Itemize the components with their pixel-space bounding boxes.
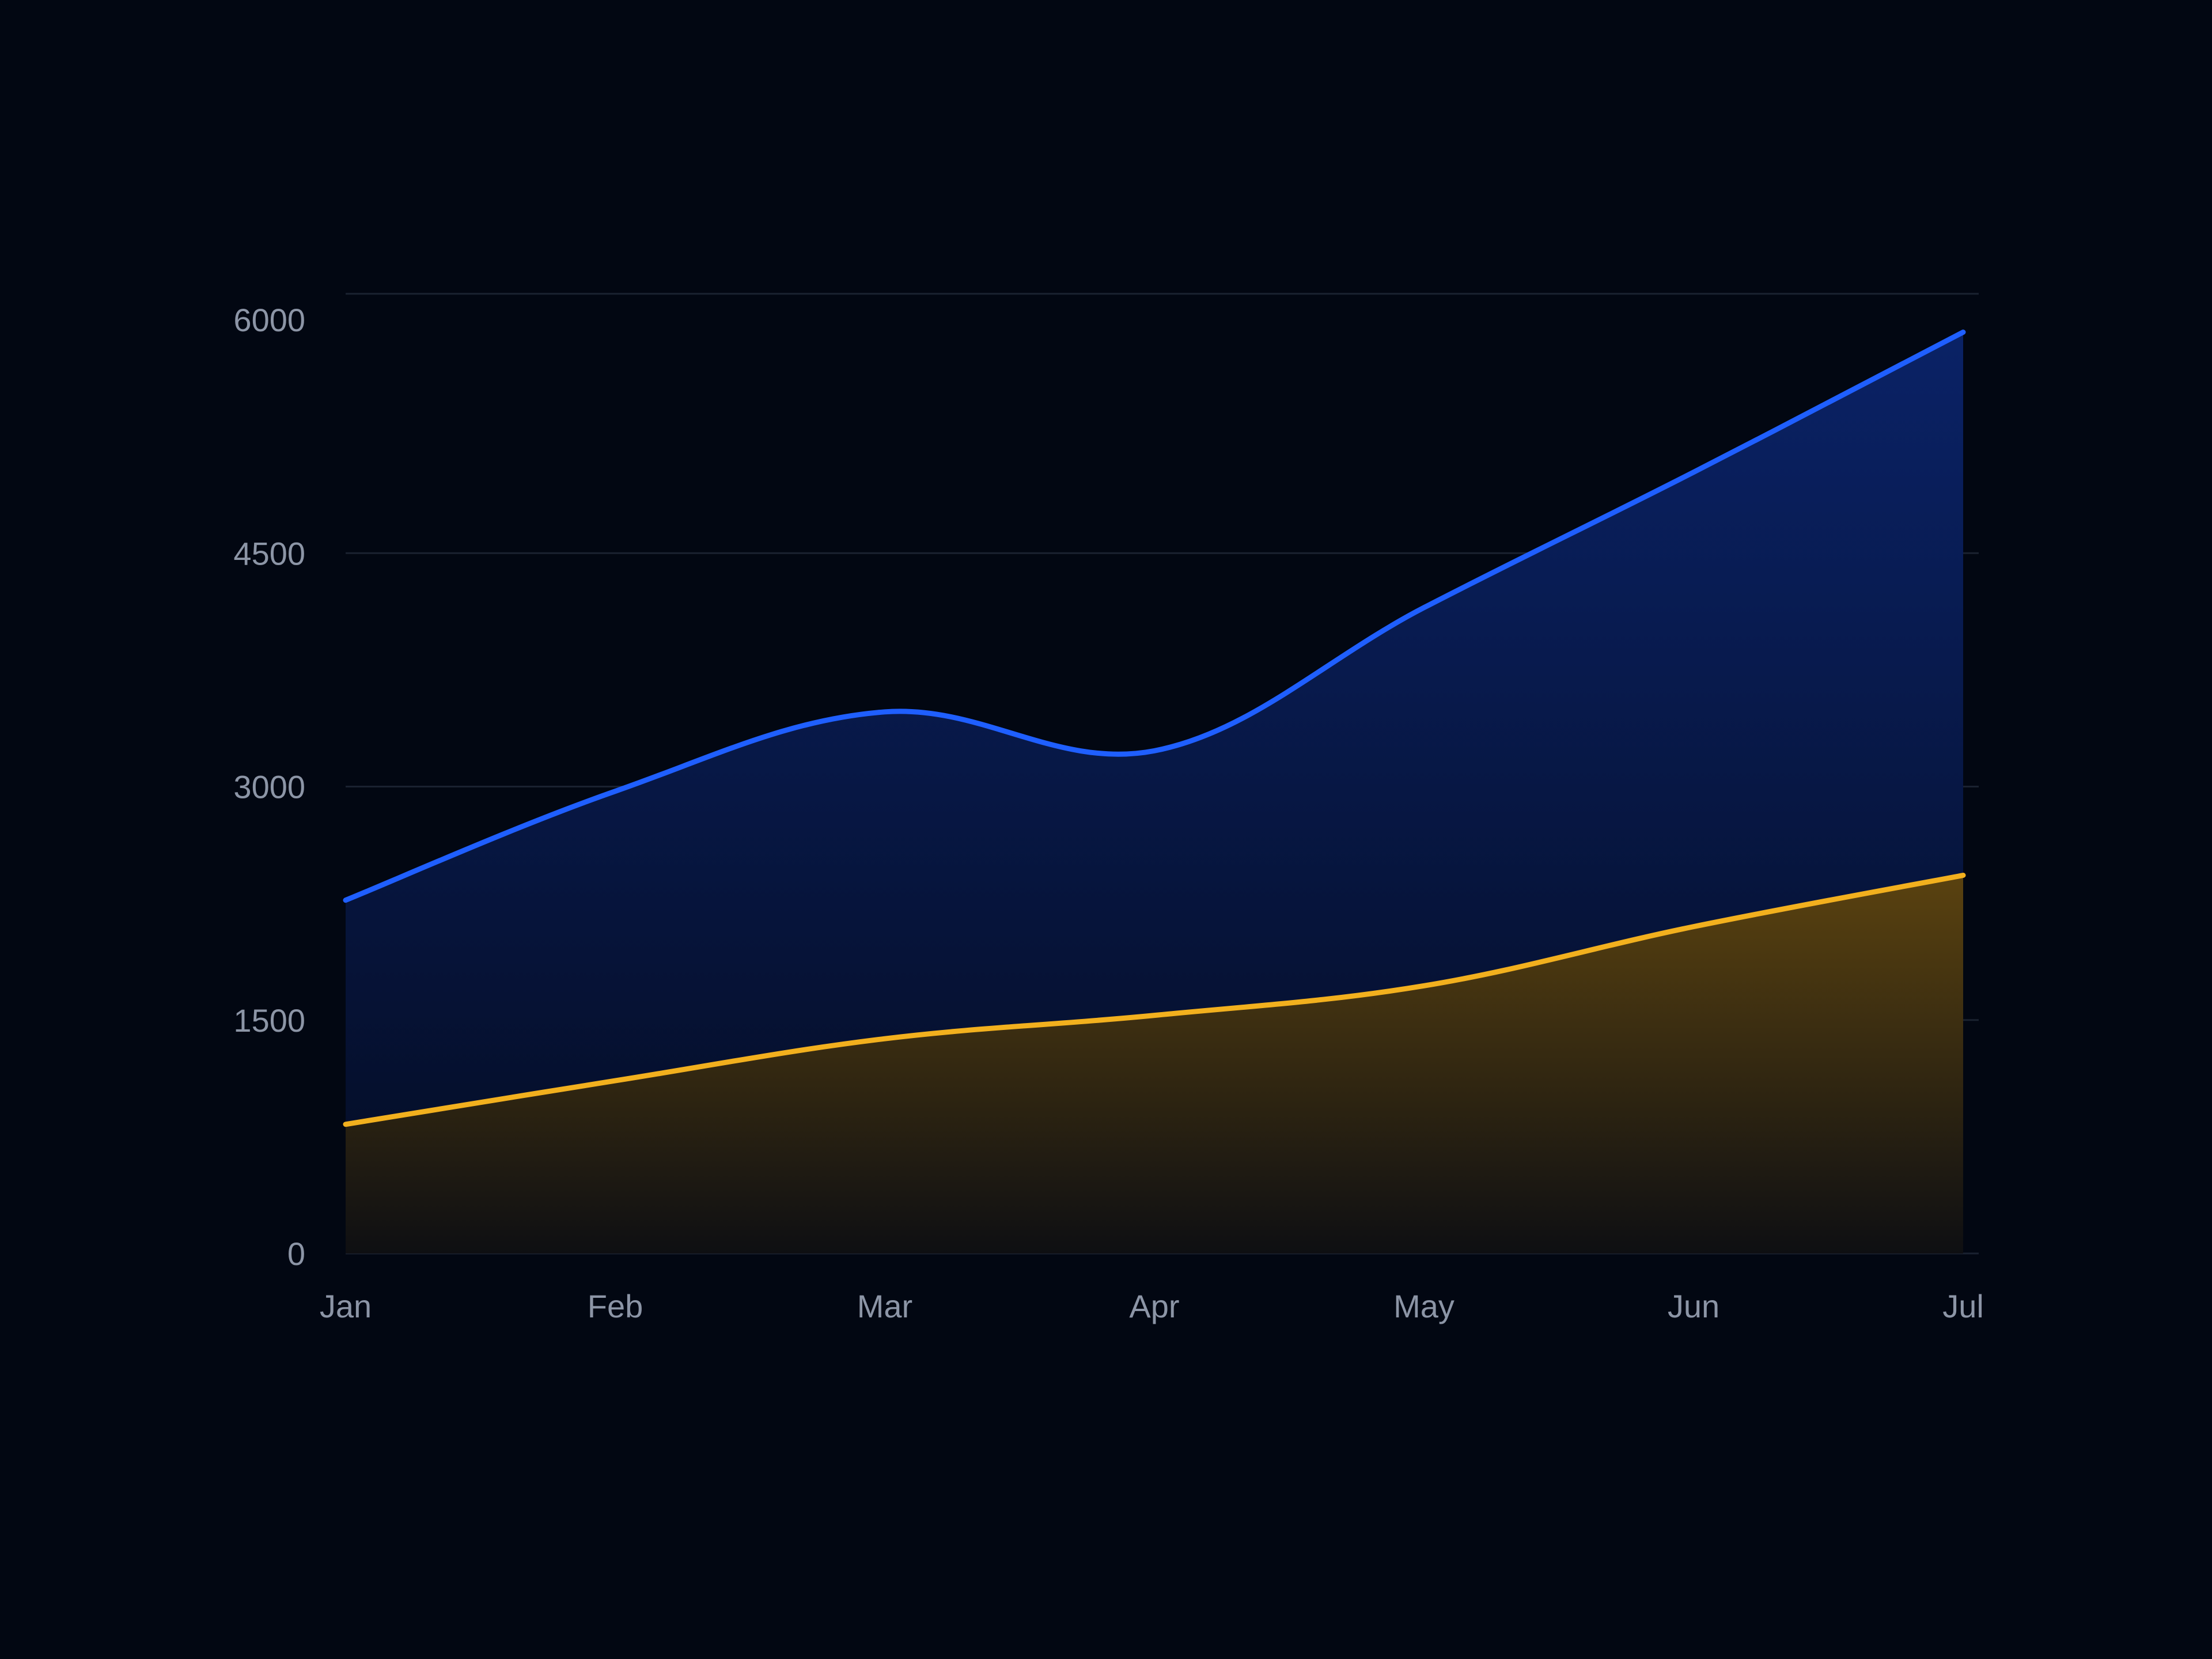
y-tick-label: 4500 (233, 535, 305, 571)
x-tick-label: Jun (1668, 1288, 1719, 1324)
y-tick-label: 6000 (233, 302, 305, 338)
y-tick-label: 0 (287, 1236, 305, 1272)
y-tick-label: 3000 (233, 769, 305, 805)
y-tick-label: 1500 (233, 1002, 305, 1039)
series-line (343, 329, 1966, 903)
series-lines (343, 329, 1966, 1127)
x-tick-label: May (1393, 1288, 1455, 1324)
series-line (343, 872, 1966, 1127)
x-tick-label: Apr (1129, 1288, 1179, 1324)
x-tick-label: Mar (857, 1288, 912, 1324)
x-tick-label: Jul (1942, 1288, 1984, 1324)
series-area (346, 875, 1963, 1253)
series-areas (346, 332, 1963, 1254)
x-tick-label: Feb (588, 1288, 643, 1324)
x-tick-label: Jan (320, 1288, 372, 1324)
x-axis: Jan Feb Mar Apr May Jun Jul (320, 1288, 1984, 1324)
y-axis: 0 1500 3000 4500 6000 (233, 302, 305, 1272)
